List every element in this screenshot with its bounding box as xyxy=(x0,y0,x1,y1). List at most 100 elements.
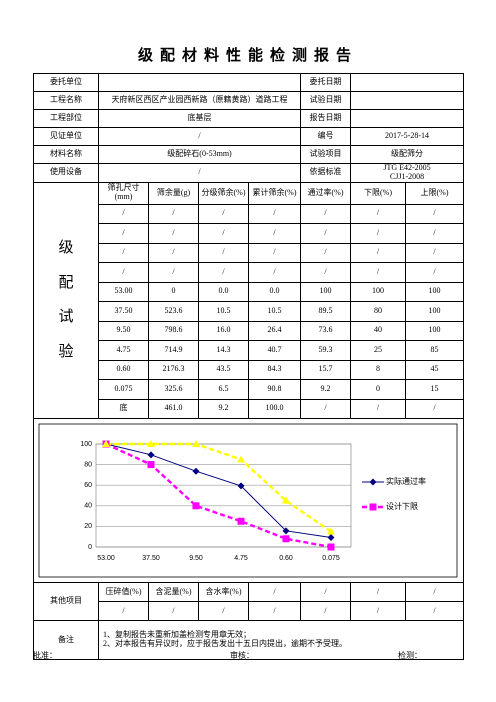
other-cell: / xyxy=(405,582,464,603)
point xyxy=(192,440,200,448)
gradation-row: / / / / / / / xyxy=(34,203,464,225)
approve-label: 批准： xyxy=(33,651,57,660)
column-header: 上限(%) xyxy=(405,181,464,205)
other-label: 其他项目 xyxy=(33,582,99,622)
remarks-cell: 1、复制报告未重新加盖检测专用章无效； 2、对本报告有异议时，应于报告发出十五日内… xyxy=(98,620,464,661)
column-header: 筛孔尺寸(mm) xyxy=(98,181,149,205)
other-cell: / xyxy=(350,601,406,622)
gradation-cell: 89.5 xyxy=(300,301,351,322)
gradation-cell: 14.3 xyxy=(198,340,249,361)
gradation-cell: / xyxy=(405,242,464,264)
gradation-cell: / xyxy=(405,223,464,244)
field-value xyxy=(350,109,464,128)
field-text: 底基层 xyxy=(187,113,212,123)
gradation-cell: 100 xyxy=(405,301,464,322)
gradation-cell: 15 xyxy=(405,379,464,400)
point xyxy=(147,461,155,469)
other-cell: 含水率(%) xyxy=(198,582,249,603)
gradation-cell: 100.0 xyxy=(248,398,301,420)
chart-frame xyxy=(38,423,458,578)
gradation-cell: 0 xyxy=(148,281,199,303)
field-text: CJJ1-2008 xyxy=(389,171,425,181)
point xyxy=(192,502,200,510)
field-label: 工程部位 xyxy=(33,109,99,128)
gradation-cell: / xyxy=(198,223,249,244)
gradation-row: 0.60 2176.3 43.5 84.3 15.7 8 45 xyxy=(34,359,464,381)
gradation-cell: / xyxy=(350,203,406,225)
field-label: 依据标准 xyxy=(300,163,351,183)
legend-entry: 设计下限 xyxy=(386,502,418,511)
field-label: 委托单位 xyxy=(33,73,99,92)
point xyxy=(282,535,290,543)
review-label: 审核： xyxy=(230,651,254,660)
gradation-cell: 25 xyxy=(350,340,406,361)
gradation-cell: / xyxy=(405,262,464,283)
gradation-cell: 10.5 xyxy=(198,301,249,322)
x-tick-label: 4.75 xyxy=(234,555,248,562)
gradation-cell: 40.7 xyxy=(248,340,301,361)
series-line xyxy=(105,443,332,549)
remark-line: 2、对本报告有异议时，应于报告发出十五日内提出，逾期不予受理。 xyxy=(103,639,347,649)
field-label: 编号 xyxy=(300,127,351,146)
gradation-cell: / xyxy=(148,242,199,264)
other-cell: 含泥量(%) xyxy=(148,582,199,603)
test-label: 检测： xyxy=(398,651,422,660)
gradation-row: 0.075 325.6 6.5 90.8 9.2 0 15 xyxy=(34,379,464,400)
gradation-cell: 325.6 xyxy=(148,379,199,400)
point xyxy=(102,440,110,448)
other-row: 其他项目 压碎值(%) 含泥量(%) 含水率(%) / / / / xyxy=(33,582,464,622)
gradation-cell: 26.4 xyxy=(248,320,301,342)
x-tick-label: 9.50 xyxy=(189,555,203,562)
series-line xyxy=(105,443,332,539)
gradation-cell: / xyxy=(350,398,406,420)
column-header: 下限(%) xyxy=(350,181,406,205)
gradation-cell: 8 xyxy=(350,359,406,381)
point xyxy=(327,527,335,535)
gradation-cell: 90.8 xyxy=(248,379,301,400)
point xyxy=(147,440,155,448)
x-tick-label: 0.60 xyxy=(279,555,293,562)
other-cell: / xyxy=(148,601,199,622)
chart: 0 20 40 60 80 100 53.00 37.50 9.50 4.75 0.60 0.075 实… xyxy=(38,423,458,578)
gradation-cell: / xyxy=(198,262,249,283)
gradation-header-row: 级配试验 筛孔尺寸(mm) 筛余量(g) 分级筛余(%) 累计筛余(%) 通过率(%) 下限… xyxy=(33,181,464,420)
gradation-cell: / xyxy=(405,398,464,420)
gradation-cell: / xyxy=(350,223,406,244)
other-cell: / xyxy=(248,601,301,622)
point xyxy=(192,467,200,475)
gradation-row: 37.50 523.6 10.5 10.5 89.5 80 100 xyxy=(34,301,464,322)
y-tick-label: 20 xyxy=(84,523,92,530)
gradation-cell: 6.5 xyxy=(198,379,249,400)
other-cell: / xyxy=(405,601,464,622)
field-label: 委托日期 xyxy=(300,73,351,92)
other-cell: / xyxy=(350,582,406,603)
plot-frame xyxy=(95,443,352,548)
gradation-row: / / / / / / / xyxy=(34,223,464,244)
field-value xyxy=(350,91,464,110)
gradation-cell: 714.9 xyxy=(148,340,199,361)
gradation-cell: / xyxy=(300,242,351,264)
field-label: 试验日期 xyxy=(300,91,351,110)
gradation-cell: 73.6 xyxy=(300,320,351,342)
gradation-cell: 100 xyxy=(405,281,464,303)
gradation-cell: 9.2 xyxy=(198,398,249,420)
column-header: 筛余量(g) xyxy=(148,181,199,205)
gradation-cell: / xyxy=(148,203,199,225)
gradation-cell: 2176.3 xyxy=(148,359,199,381)
gradation-row: 9.50 798.6 16.0 26.4 73.6 40 100 xyxy=(34,320,464,342)
y-tick-label: 100 xyxy=(80,441,92,448)
column-header: 累计筛余(%) xyxy=(248,181,301,205)
field-value: / xyxy=(98,163,301,183)
gradation-cell: / xyxy=(148,262,199,283)
field-value: / xyxy=(98,127,301,146)
other-cell: / xyxy=(98,601,149,622)
gradation-cell: 0 xyxy=(350,379,406,400)
gradation-row: 底 461.0 9.2 100.0// / xyxy=(34,398,464,420)
field-value: 级配碎石(0-53mm) xyxy=(98,145,301,164)
gradation-cell: / xyxy=(98,242,149,264)
info-row: 工程部位 底基层 报告日期 xyxy=(33,109,464,128)
gradation-cell: 523.6 xyxy=(148,301,199,322)
field-label: 报告日期 xyxy=(300,109,351,128)
field-value: JTG E42-2005 CJJ1-2008 xyxy=(350,163,464,183)
other-cell: / xyxy=(198,601,249,622)
